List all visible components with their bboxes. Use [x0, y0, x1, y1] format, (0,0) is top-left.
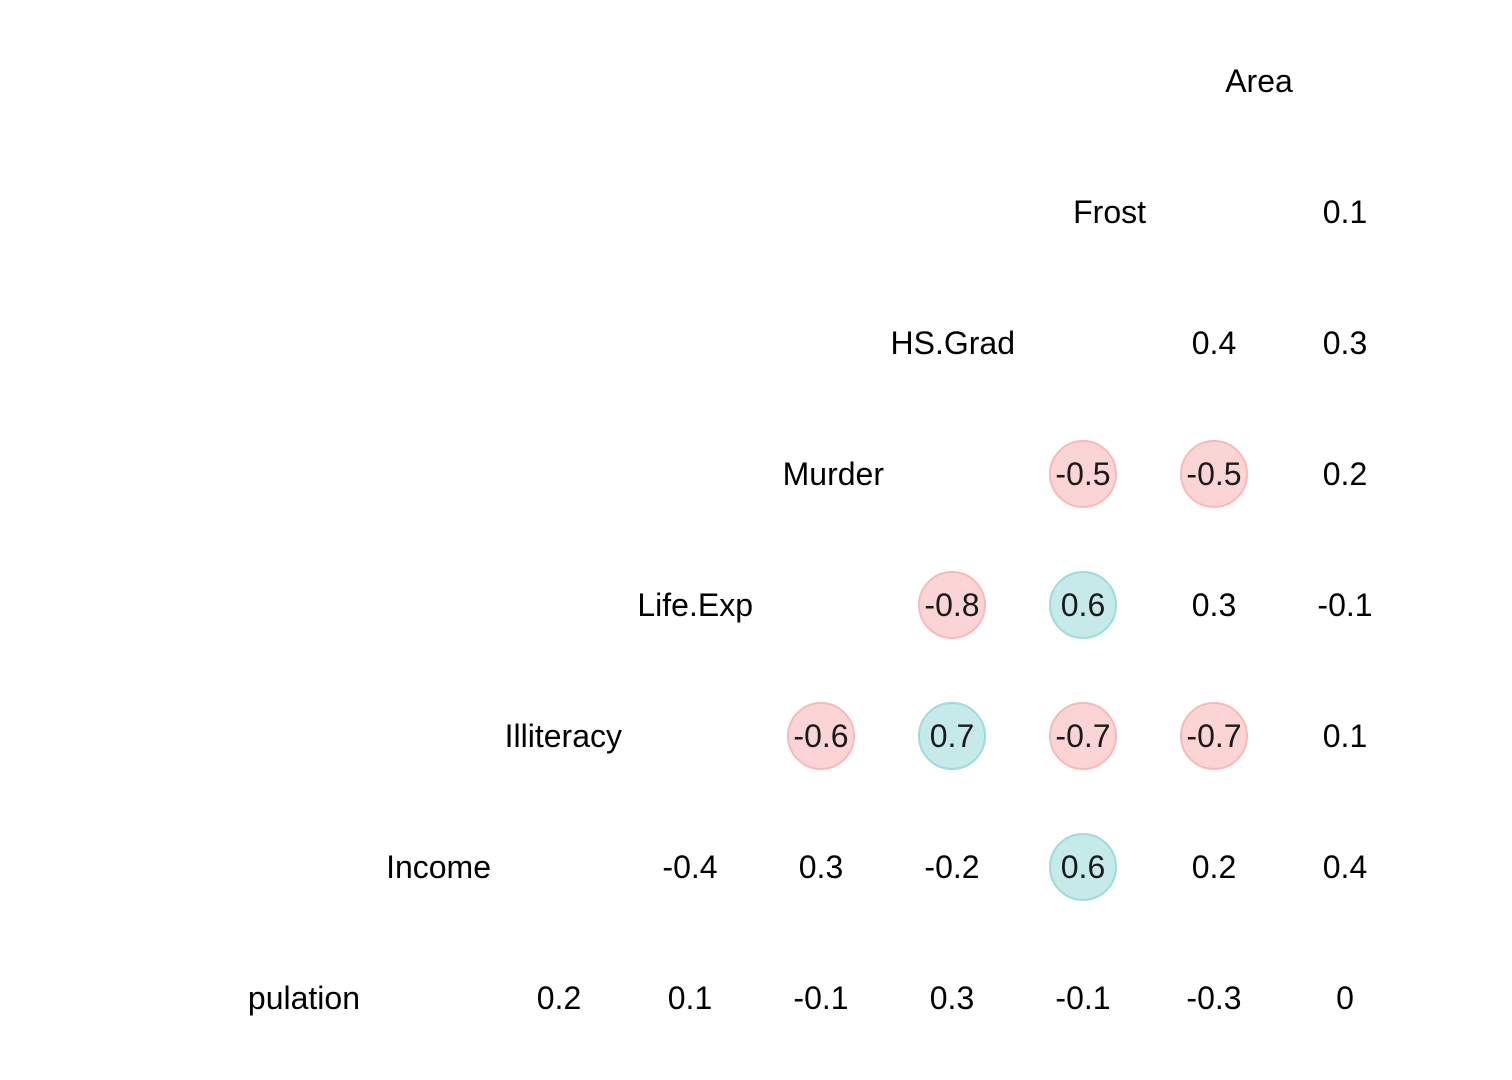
cell-value-life-exp-area: -0.1 — [1317, 587, 1372, 623]
cell-value-illiteracy-life-exp: -0.6 — [793, 718, 848, 754]
cell-value-income-area: 0.4 — [1323, 849, 1367, 885]
cell-value-illiteracy-area: 0.1 — [1323, 718, 1367, 754]
cell-value-illiteracy-murder: 0.7 — [930, 718, 974, 754]
cell-value-population-area: 0 — [1336, 980, 1354, 1016]
cell-value-illiteracy-hs-grad: -0.7 — [1055, 718, 1110, 754]
cell-circle-illiteracy-hs-grad — [1049, 702, 1117, 770]
cell-value-illiteracy-frost: -0.7 — [1186, 718, 1241, 754]
cell-value-population-illiteracy: 0.1 — [668, 980, 712, 1016]
cell-circle-illiteracy-frost — [1180, 702, 1248, 770]
variable-label-murder: Murder — [783, 456, 885, 492]
variable-label-population: pulation — [248, 980, 360, 1016]
cell-value-income-frost: 0.2 — [1192, 849, 1236, 885]
cell-value-income-illiteracy: -0.4 — [662, 849, 717, 885]
cell-circle-life-exp-hs-grad — [1049, 571, 1117, 639]
cell-value-income-life-exp: 0.3 — [799, 849, 843, 885]
plot-area: pulation Income Illiteracy Life.Exp Murder HS… — [248, 63, 1373, 1016]
cell-circle-illiteracy-life-exp — [787, 702, 855, 770]
cell-circle-murder-frost — [1180, 440, 1248, 508]
cell-value-income-murder: -0.2 — [924, 849, 979, 885]
cell-value-murder-frost: -0.5 — [1186, 456, 1241, 492]
cell-value-population-income: 0.2 — [537, 980, 581, 1016]
cell-value-hs-grad-area: 0.3 — [1323, 325, 1367, 361]
variable-label-illiteracy: Illiteracy — [505, 718, 622, 754]
cell-value-population-life-exp: -0.1 — [793, 980, 848, 1016]
cell-value-income-hs-grad: 0.6 — [1061, 849, 1105, 885]
cell-value-population-hs-grad: -0.1 — [1055, 980, 1110, 1016]
cell-circle-income-hs-grad — [1049, 833, 1117, 901]
cell-value-population-murder: 0.3 — [930, 980, 974, 1016]
cell-circle-murder-hs-grad — [1049, 440, 1117, 508]
cell-circle-illiteracy-murder — [918, 702, 986, 770]
cell-value-life-exp-frost: 0.3 — [1192, 587, 1236, 623]
cell-value-population-frost: -0.3 — [1186, 980, 1241, 1016]
variable-label-area: Area — [1225, 63, 1293, 99]
variable-label-life-exp: Life.Exp — [637, 587, 753, 623]
cell-value-murder-hs-grad: -0.5 — [1055, 456, 1110, 492]
variable-label-hs-grad: HS.Grad — [891, 325, 1015, 361]
variable-label-frost: Frost — [1073, 194, 1146, 230]
cell-value-life-exp-hs-grad: 0.6 — [1061, 587, 1105, 623]
cell-value-life-exp-murder: -0.8 — [924, 587, 979, 623]
variable-label-income: Income — [386, 849, 491, 885]
cell-value-frost-area: 0.1 — [1323, 194, 1367, 230]
cell-value-hs-grad-frost: 0.4 — [1192, 325, 1236, 361]
cell-value-murder-area: 0.2 — [1323, 456, 1367, 492]
cell-circle-life-exp-murder — [918, 571, 986, 639]
